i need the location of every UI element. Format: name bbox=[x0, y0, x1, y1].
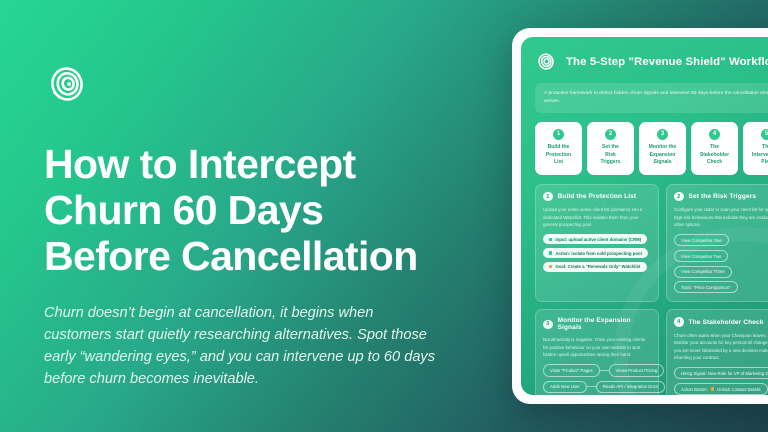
section-body: Churn often starts when your Champion le… bbox=[674, 332, 768, 360]
step-label: The Intervention Play bbox=[751, 143, 768, 166]
card-title: The 5-Step "Revenue Shield" Workflow bbox=[566, 56, 768, 68]
chip-label: Action Button: bbox=[681, 386, 708, 392]
step-card-1[interactable]: 1 Build the Protection List bbox=[535, 121, 582, 175]
section-number: 3 bbox=[543, 319, 553, 330]
section-header: 3 Monitor the Expansion Signals bbox=[543, 317, 651, 331]
chip-price-comparison[interactable]: Topic: "Price Comparison" bbox=[674, 281, 738, 294]
chip-competitor-two[interactable]: View Competitor Two bbox=[674, 249, 729, 263]
section-number: 4 bbox=[674, 317, 684, 327]
chip-adds-new-user[interactable]: Adds New User bbox=[543, 380, 587, 393]
brand-logo bbox=[44, 62, 90, 108]
section-flow: Visits "Product" Pages Views Product Pri… bbox=[543, 364, 666, 393]
section-header: 4 The Stakeholder Check bbox=[674, 317, 768, 327]
section-number: 1 bbox=[543, 191, 553, 202]
section-body: Not all activity is negative. Track your… bbox=[543, 337, 646, 358]
chip-goal[interactable]: Goal: Create a "Renewals Only" Watchlist bbox=[543, 261, 647, 272]
section-panel-1: 1 Build the Protection List Upload your … bbox=[535, 183, 659, 303]
step-number: 3 bbox=[657, 128, 668, 140]
chip-swatch-icon bbox=[549, 251, 553, 255]
section-chips: View Competitor One View Competitor Two … bbox=[674, 234, 768, 294]
flow-connector bbox=[586, 386, 596, 387]
workflow-card: The 5-Step "Revenue Shield" Workflow A p… bbox=[521, 37, 768, 395]
workflow-card-frame: The 5-Step "Revenue Shield" Workflow A p… bbox=[512, 28, 768, 404]
section-header: 1 Build the Protection List bbox=[543, 191, 651, 202]
chip-reads-api-docs[interactable]: Reads API / Integration Docs bbox=[595, 380, 666, 393]
chip-competitor-three[interactable]: View Competitor Three bbox=[674, 265, 732, 278]
chip-swatch-icon bbox=[549, 237, 553, 242]
card-header: The 5-Step "Revenue Shield" Workflow bbox=[535, 51, 768, 73]
section-body: Configure your radar to scan your client… bbox=[674, 207, 768, 227]
chip-action-button[interactable]: Action Button: Unlock Contact Details bbox=[674, 382, 768, 395]
card-lede: A proactive framework to detect hidden c… bbox=[535, 83, 768, 113]
flow-connector bbox=[599, 370, 609, 371]
card-logo-icon bbox=[535, 51, 557, 73]
step-number: 1 bbox=[553, 128, 564, 140]
section-title: Monitor the Expansion Signals bbox=[557, 317, 631, 332]
flow-row: Adds New User Reads API / Integration Do… bbox=[543, 380, 666, 393]
chip-label: Input: upload active client domains (CRM… bbox=[555, 236, 642, 242]
step-label: Monitor the Expansion Signals bbox=[648, 143, 677, 166]
step-number: 4 bbox=[709, 128, 720, 140]
chip-swatch-icon bbox=[549, 265, 553, 269]
flow-row: Visits "Product" Pages Views Product Pri… bbox=[543, 364, 665, 377]
step-card-2[interactable]: 2 Set the Risk Triggers bbox=[587, 121, 634, 175]
step-label: Set the Risk Triggers bbox=[600, 143, 621, 166]
sections-grid: 1 Build the Protection List Upload your … bbox=[535, 183, 768, 395]
chip-hiring-signal[interactable]: Hiring Signal: New Role for VP of Market… bbox=[674, 367, 768, 380]
section-chips: Input: upload active client domains (CRM… bbox=[543, 234, 651, 272]
chip-views-product-pricing[interactable]: Views Product Pricing bbox=[608, 364, 665, 377]
step-card-5[interactable]: 5 The Intervention Play bbox=[743, 121, 768, 175]
hero-subtitle: Churn doesn’t begin at cancellation, it … bbox=[44, 304, 436, 388]
section-panel-4: 4 The Stakeholder Check Churn often star… bbox=[666, 309, 768, 395]
section-number: 2 bbox=[674, 191, 684, 202]
section-title: Set the Risk Triggers bbox=[688, 193, 757, 201]
lock-icon bbox=[710, 387, 715, 391]
section-header: 2 Set the Risk Triggers bbox=[674, 191, 768, 202]
page-title: How to Intercept Churn 60 Days Before Ca… bbox=[44, 141, 418, 279]
chip-label: Action: isolate from cold prospecting po… bbox=[555, 250, 642, 256]
section-panel-3: 3 Monitor the Expansion Signals Not all … bbox=[535, 309, 666, 395]
step-number: 5 bbox=[761, 128, 768, 140]
step-card-4[interactable]: 4 The Stakeholder Check bbox=[691, 121, 738, 175]
step-label: Build the Protection List bbox=[545, 143, 572, 166]
chip-sublabel: Unlock Contact Details bbox=[717, 386, 761, 392]
chip-input[interactable]: Input: upload active client domains (CRM… bbox=[543, 234, 648, 245]
section-chips: Hiring Signal: New Role for VP of Market… bbox=[674, 367, 768, 395]
section-title: Build the Protection List bbox=[557, 193, 637, 201]
chip-label: Goal: Create a "Renewals Only" Watchlist bbox=[555, 264, 641, 270]
section-panel-2: 2 Set the Risk Triggers Configure your r… bbox=[666, 183, 768, 303]
section-title: The Stakeholder Check bbox=[688, 318, 764, 326]
step-label: The Stakeholder Check bbox=[699, 143, 730, 166]
step-number: 2 bbox=[605, 128, 616, 140]
chip-visits-product-pages[interactable]: Visits "Product" Pages bbox=[543, 364, 600, 377]
step-card-3[interactable]: 3 Monitor the Expansion Signals bbox=[639, 121, 686, 175]
chip-competitor-one[interactable]: View Competitor One bbox=[674, 234, 729, 247]
chip-action[interactable]: Action: isolate from cold prospecting po… bbox=[543, 247, 648, 259]
steps-row: 1 Build the Protection List 2 Set the Ri… bbox=[535, 121, 768, 175]
section-body: Upload your entire active client list (d… bbox=[543, 207, 643, 227]
hero-section: How to Intercept Churn 60 Days Before Ca… bbox=[44, 62, 504, 390]
